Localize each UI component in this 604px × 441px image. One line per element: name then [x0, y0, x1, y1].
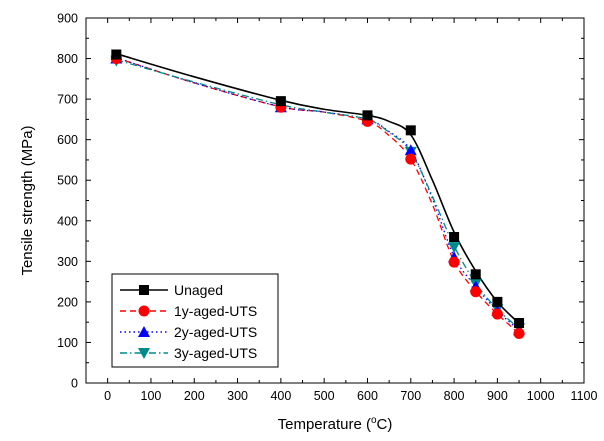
- x-tick-label: 0: [104, 389, 111, 403]
- data-point-unaged: [514, 317, 525, 328]
- legend-label-3y-aged-uts: 3y-aged-UTS: [174, 345, 257, 361]
- x-axis-label: Temperature (oC): [278, 415, 393, 433]
- x-tick-label: 400: [270, 389, 291, 403]
- x-tick-label: 100: [141, 389, 162, 403]
- y-tick-label: 900: [57, 12, 78, 26]
- x-axis-label-superscript: o: [371, 415, 377, 426]
- series-markers: [110, 49, 526, 340]
- legend-label-2y-aged-uts: 2y-aged-UTS: [174, 324, 257, 340]
- x-tick-label: 500: [314, 389, 335, 403]
- legend: Unaged 1y-aged-UTS 2y-aged-UTS 3y-aged-UTS: [111, 273, 279, 368]
- data-point-1y-aged-uts: [405, 153, 417, 165]
- x-tick-label: 300: [227, 389, 248, 403]
- y-tick-label: 0: [71, 377, 78, 391]
- legend-marker-unaged: [139, 285, 149, 295]
- tick-labels: 0 100 200 300 400 500 600 700 800 900 1000 1100 0 100…: [57, 12, 597, 404]
- y-tick-label: 500: [57, 174, 78, 188]
- data-point-unaged: [470, 269, 481, 280]
- y-tick-label: 700: [57, 93, 78, 107]
- legend-marker-1y-aged-uts: [138, 305, 150, 317]
- data-point-unaged: [492, 296, 503, 307]
- x-tick-label: 1000: [527, 389, 555, 403]
- x-axis-label-main: Temperature (: [278, 416, 371, 433]
- y-tick-label: 400: [57, 214, 78, 228]
- data-point-unaged: [449, 232, 460, 242]
- x-tick-label: 600: [357, 389, 378, 403]
- data-point-1y-aged-uts: [448, 256, 460, 268]
- y-tick-label: 200: [57, 295, 78, 309]
- data-point-unaged: [405, 125, 416, 136]
- x-tick-label: 800: [444, 389, 465, 403]
- y-axis-label: Tensile strength (MPa): [19, 125, 36, 275]
- data-point-1y-aged-uts: [513, 328, 525, 340]
- data-point-3y-aged-uts: [448, 242, 461, 254]
- data-point-unaged: [111, 49, 122, 60]
- x-tick-label: 900: [487, 389, 508, 403]
- y-tick-label: 800: [57, 52, 78, 66]
- data-point-2y-aged-uts: [404, 144, 417, 156]
- y-tick-label: 100: [57, 336, 78, 350]
- legend-marker-3y-aged-uts: [138, 348, 150, 359]
- series-line-1y-aged-uts: [116, 57, 520, 335]
- y-tick-label: 600: [57, 133, 78, 147]
- data-point-1y-aged-uts: [470, 286, 482, 298]
- x-tick-label: 200: [184, 389, 205, 403]
- x-axis-label-tail: C): [377, 416, 393, 433]
- x-tick-label: 700: [400, 389, 421, 403]
- legend-label-1y-aged-uts: 1y-aged-UTS: [174, 303, 257, 319]
- data-point-unaged: [362, 110, 373, 121]
- y-tick-label: 300: [57, 255, 78, 269]
- data-point-unaged: [275, 96, 286, 107]
- plot-frame: [85, 17, 585, 384]
- legend-marker-2y-aged-uts: [138, 326, 150, 337]
- data-point-1y-aged-uts: [491, 308, 503, 320]
- legend-label-unaged: Unaged: [174, 282, 223, 298]
- x-tick-label: 1100: [571, 389, 598, 403]
